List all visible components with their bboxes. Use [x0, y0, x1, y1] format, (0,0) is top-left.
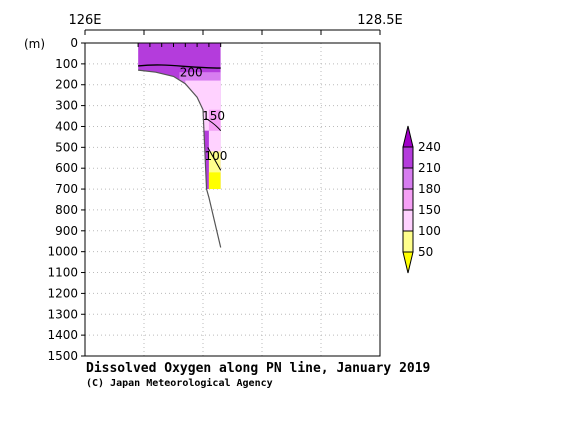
depth-tick-label: 1100: [47, 266, 78, 280]
depth-tick-label: 200: [55, 78, 78, 92]
legend-swatch: [402, 188, 414, 211]
legend-label-100: 100: [418, 224, 441, 238]
depth-tick-label: 1000: [47, 245, 78, 259]
depth-tick-label: 400: [55, 119, 78, 133]
depth-axis: 0 100 200 300 400 500 600 700 800 900 1000 1100 1200…: [47, 36, 85, 363]
legend-label-50: 50: [418, 245, 433, 259]
bottom-profile: [138, 69, 222, 248]
depth-tick-label: 900: [55, 224, 78, 238]
depth-tick-label: 1200: [47, 286, 78, 300]
section-band-150-180-deep: [208, 130, 221, 152]
legend-swatch: [402, 209, 414, 232]
contour-100: [207, 147, 222, 171]
contour-200: [138, 64, 221, 69]
chart-title: Dissolved Oxygen along PN line, January …: [86, 361, 430, 376]
contour-label-100: 100: [205, 149, 228, 163]
lon-tick-label: 128.5E: [357, 13, 402, 28]
legend-label-210: 210: [418, 161, 441, 175]
legend-cap-top: [402, 125, 414, 148]
depth-tick-label: 700: [55, 182, 78, 196]
legend-label-150: 150: [418, 203, 441, 217]
legend-label-180: 180: [418, 182, 441, 196]
depth-tick-label: 500: [55, 140, 78, 154]
legend-swatch: [402, 167, 414, 190]
bottom-profile-line: [138, 69, 222, 248]
legend-swatch: [402, 146, 414, 169]
plot-frame: [84, 42, 381, 357]
contour-lines: 200 150 100: [138, 64, 228, 171]
depth-tick-label: 1300: [47, 307, 78, 321]
section-band-180-210-deep: [208, 109, 221, 131]
color-legend: 50 100 150 180 210 240: [402, 125, 441, 274]
legend-cap-bottom: [402, 251, 414, 274]
grid-lines: [85, 43, 380, 356]
depth-tick-label: 1400: [47, 328, 78, 342]
depth-tick-label: 1500: [47, 349, 78, 363]
lon-tick-label: 126E: [68, 13, 101, 28]
section-band-100-150: [208, 151, 221, 190]
contour-label-200: 200: [180, 65, 203, 79]
section-band-50-100: [208, 172, 221, 190]
depth-unit-label: (m): [24, 37, 45, 51]
longitude-axis: 126E 128.5E: [68, 13, 403, 35]
depth-tick-label: 800: [55, 203, 78, 217]
depth-tick-label: 300: [55, 99, 78, 113]
legend-swatch: [402, 230, 414, 253]
credit-text: (C) Japan Meteorological Agency: [86, 377, 273, 389]
depth-tick-label: 0: [70, 36, 78, 50]
contour-150: [205, 117, 222, 131]
legend-label-240: 240: [418, 140, 441, 154]
contour-label-150: 150: [202, 109, 225, 123]
depth-tick-label: 600: [55, 161, 78, 175]
depth-tick-label: 100: [55, 57, 78, 71]
